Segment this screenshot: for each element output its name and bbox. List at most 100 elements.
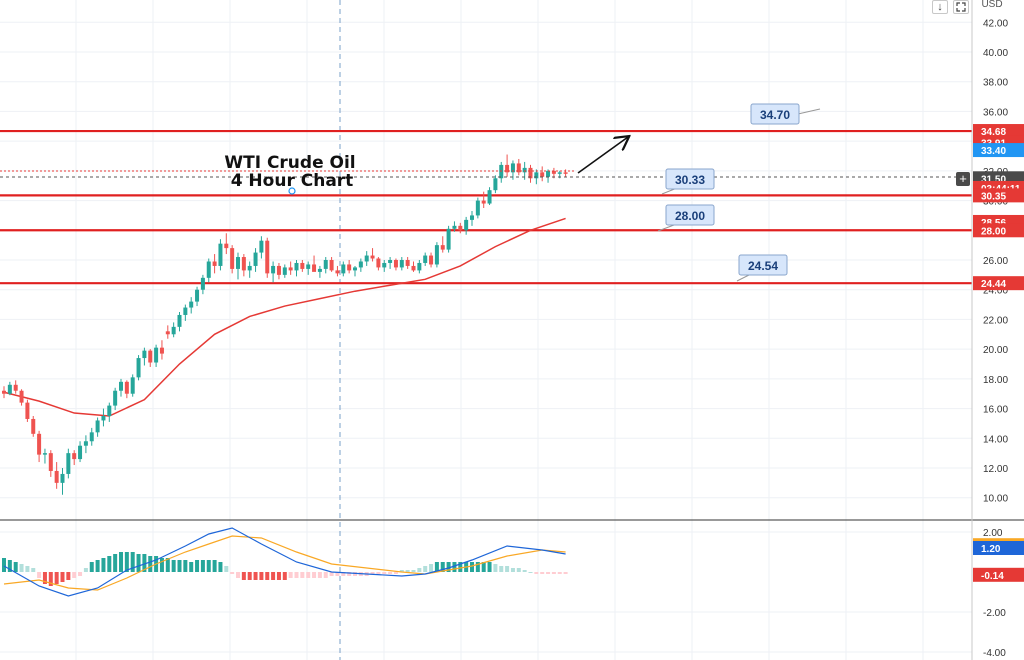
candle-body [276,265,281,275]
candle-body [95,420,100,433]
candle-body [148,350,153,363]
price-tick-label: 18.00 [983,375,1008,386]
download-icon[interactable]: ↓ [932,0,948,14]
candle-body [358,261,363,268]
price-tick-label: 22.00 [983,315,1008,326]
price-tick-label: 24.00 [983,286,1008,297]
macd-histogram-bar [60,572,65,582]
candle-body [429,255,434,265]
macd-histogram-bar [540,572,545,574]
candle-body [113,390,118,406]
macd-line [3,527,566,597]
candle-body [505,164,510,173]
macd-histogram-bar [487,562,492,572]
candle-body [341,264,346,274]
candle-body [434,245,439,265]
macd-histogram-bar [417,568,422,572]
candle-body [300,262,305,269]
macd-histogram-bar [189,562,194,572]
macd-histogram-bar [312,572,317,578]
price-badge-label: 30.35 [981,191,1006,202]
macd-histogram-bar [276,572,281,580]
candles [2,154,568,495]
candle-body [423,255,428,263]
candle-body [89,432,94,442]
candle-body [54,470,59,483]
price-badge-label: 28.00 [981,226,1006,237]
price-tick-label: 10.00 [983,494,1008,505]
candle-body [487,190,492,204]
macd-histogram-bar [165,558,170,572]
macd-histogram-bar [551,572,556,574]
candle-body [347,264,352,271]
currency-label: USD [981,0,1002,10]
candle-body [323,260,328,269]
callout-label: 34.70 [760,108,790,122]
candle-body [510,163,515,173]
candle-body [165,331,170,335]
support-resistance-levels[interactable] [0,129,972,285]
corners-icon [956,2,966,12]
candle-body [60,473,65,483]
macd-histogram-bar [148,556,153,572]
candle-body [317,268,322,272]
callout-label: 24.54 [748,259,778,273]
macd-histogram-bar [294,572,299,578]
macd-histogram-bar [563,572,568,574]
callout-label: 28.00 [675,209,705,223]
price-tick-label: 38.00 [983,78,1008,89]
candle-body [230,248,235,269]
macd-histogram-bar [241,572,246,580]
macd-histogram-bar [236,572,240,578]
macd-histogram-bar [475,562,480,572]
trend-arrow[interactable] [577,137,628,174]
macd-histogram-bar [107,556,112,572]
macd-histogram-bar [271,572,276,580]
candle-body [446,228,451,250]
macd-histogram-bar [370,572,375,574]
candle-body [522,167,527,173]
macd-histogram-bar [429,564,434,572]
macd-histogram-bar [452,562,457,572]
price-badges: 34.6833.9133.4031.5003:44:1130.3528.5628… [973,124,1024,582]
candle-body [288,267,293,271]
macd-histogram-bar [265,572,270,580]
candle-body [294,262,299,271]
macd-histogram-bar [341,572,346,576]
anchor-handle[interactable] [288,187,296,195]
candle-body [206,261,211,278]
price-badge-label: -0.14 [981,571,1004,582]
price-tick-label: 14.00 [983,434,1008,445]
candle-body [124,381,129,394]
macd-histogram-bar [200,560,205,572]
macd-histogram-bar [493,564,498,572]
candle-body [399,260,404,268]
candle-body [499,164,504,179]
macd-histogram-bar [528,572,533,573]
macd-histogram-bar [72,572,77,578]
macd-histogram-bar [224,566,229,572]
macd-histogram-bar [136,554,141,572]
macd-histogram-bar [534,572,539,574]
macd-histogram-bar [499,566,504,572]
candle-body [546,170,551,177]
ma-line [3,217,566,417]
macd-histogram-bar [177,560,182,572]
candle-body [159,347,164,354]
add-alert-button[interactable] [956,172,970,186]
candle-body [534,172,539,179]
macd-histogram-bar [557,572,562,574]
price-tick-label: 26.00 [983,256,1008,267]
fullscreen-button[interactable] [953,0,969,14]
callout-box [738,254,788,276]
macd-histogram-bar [546,572,551,574]
price-tick-label: 42.00 [983,18,1008,29]
price-tick-label: 20.00 [983,345,1008,356]
candle-body [101,416,106,421]
level-callouts[interactable]: 34.70 30.33 28.00 24.54 [657,103,821,282]
candle-body [212,261,217,266]
macd-histogram-bar [282,572,287,580]
macd-histogram-bar [353,572,357,576]
